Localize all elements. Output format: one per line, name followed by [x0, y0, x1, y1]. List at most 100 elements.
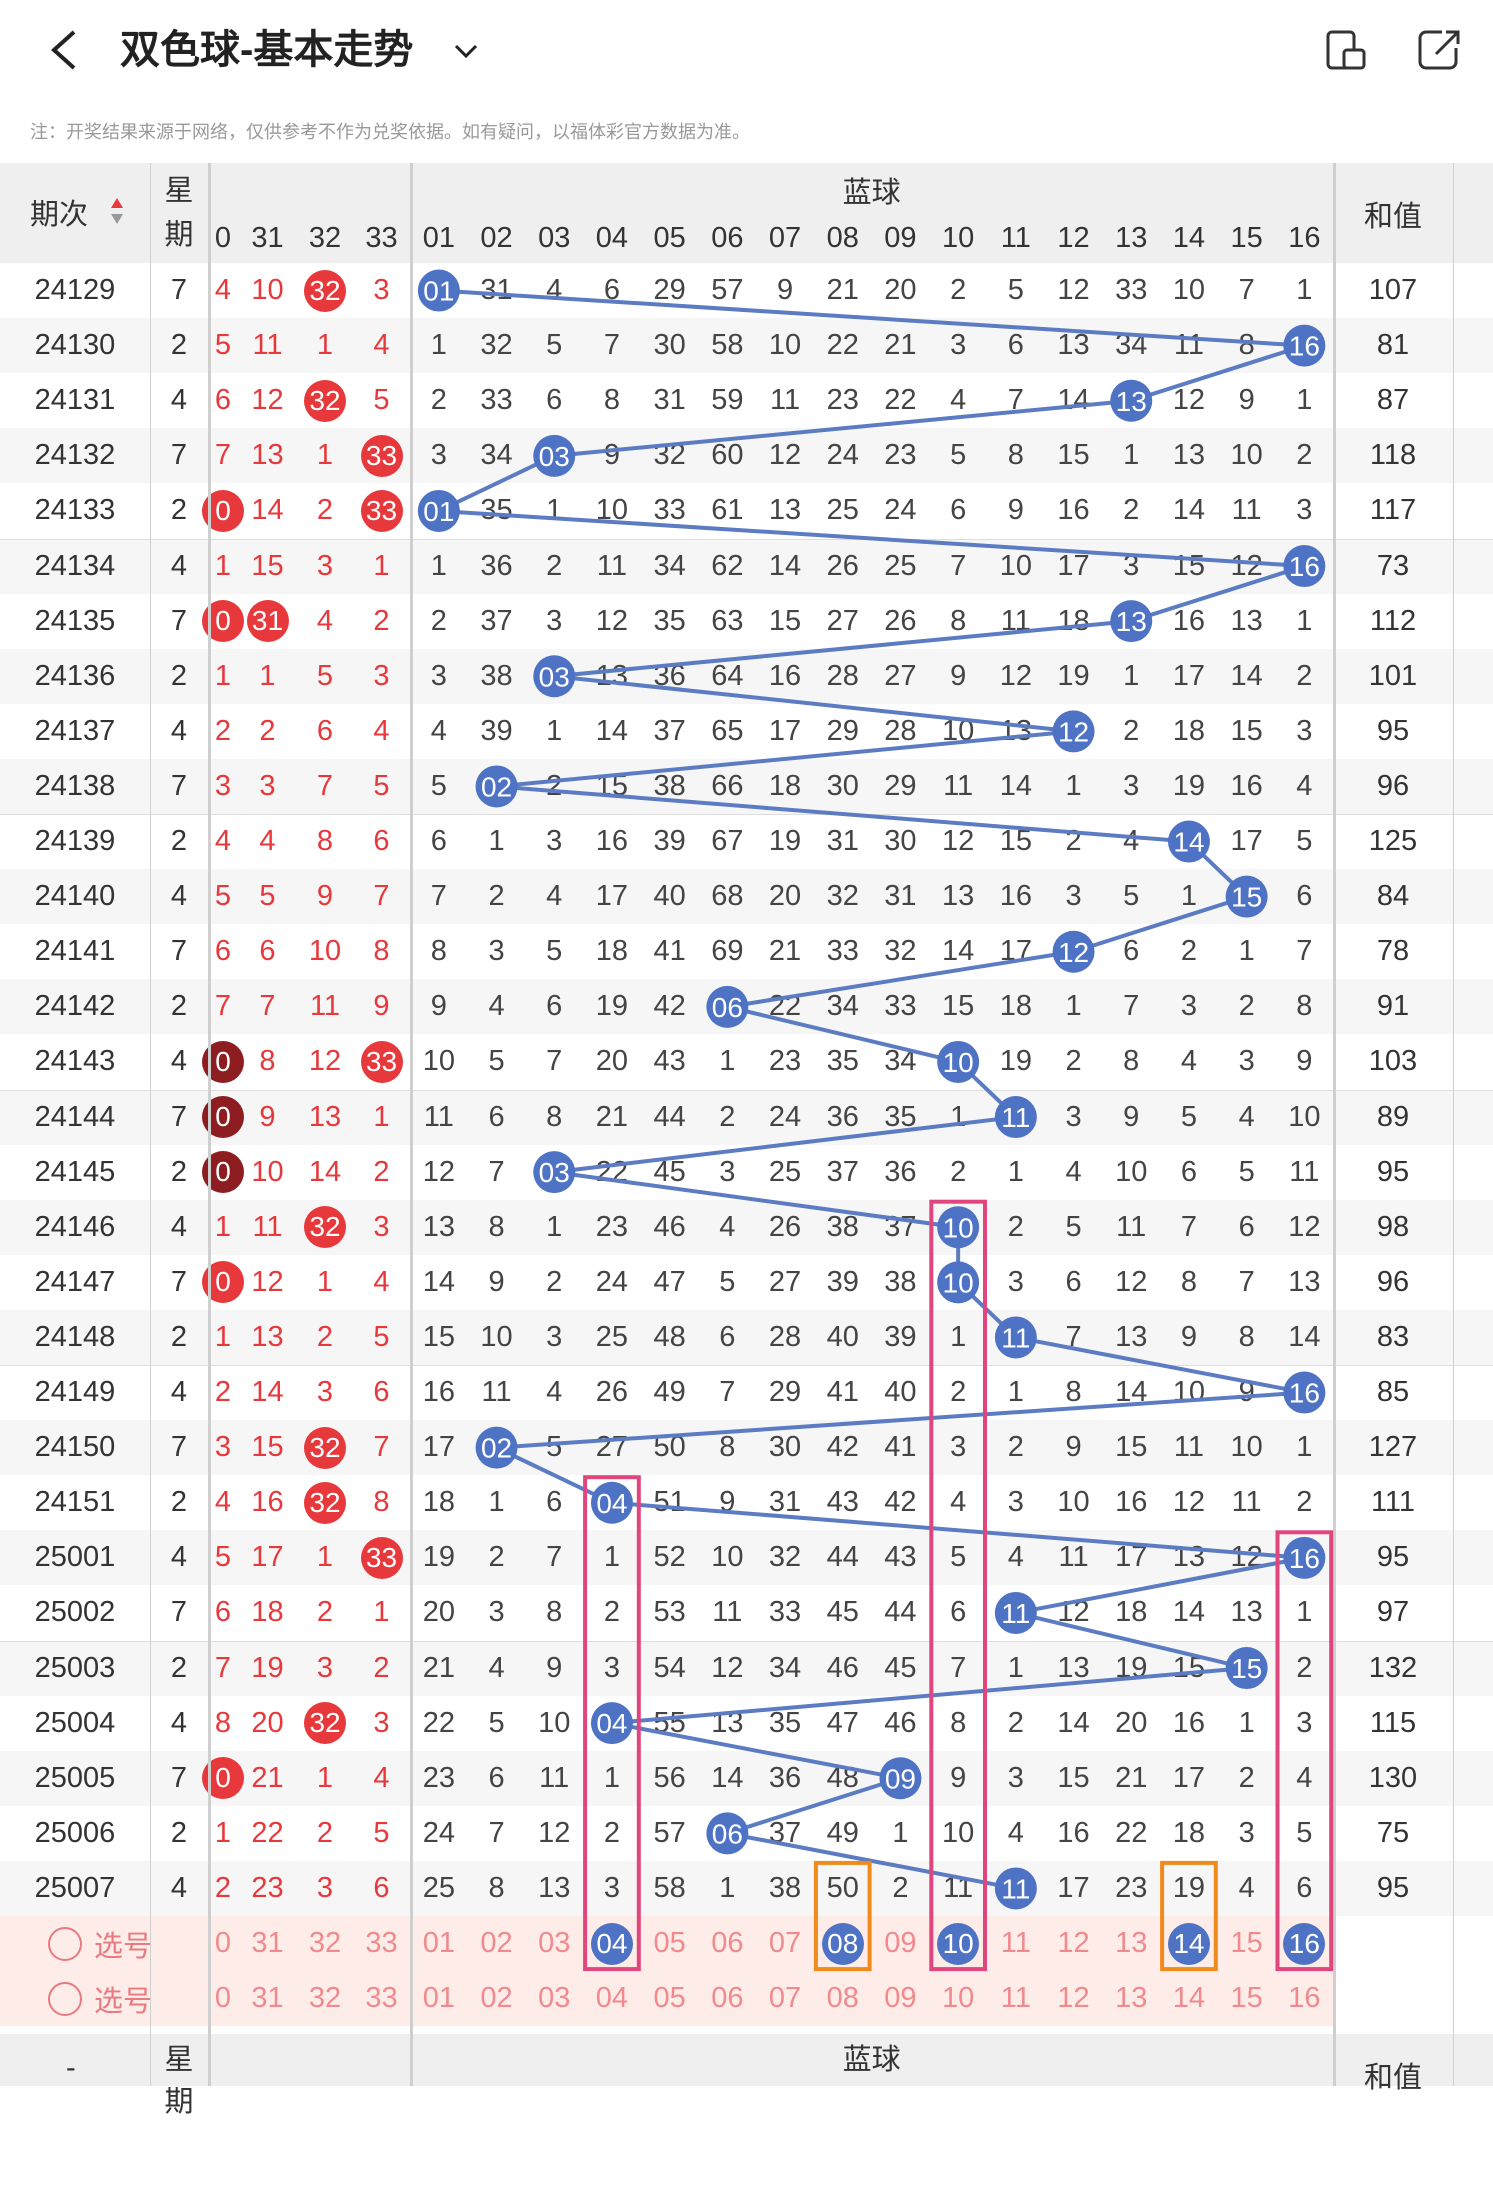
blue-miss-cell: 50 [826, 1871, 859, 1904]
blue-miss-cell: 6 [488, 1100, 505, 1133]
blue-miss-cell: 3 [546, 1320, 563, 1353]
red-miss-cell: 3 [214, 769, 232, 802]
pick-blue-cell[interactable]: 01 [422, 1927, 455, 1960]
table-row [0, 1585, 1493, 1641]
red-miss-cell: 7 [373, 1431, 390, 1464]
pick-blue-cell[interactable]: 12 [1057, 1927, 1090, 1960]
pick-blue-cell[interactable]: 10 [942, 1982, 975, 2015]
pick-blue-cell[interactable]: 16 [1288, 1982, 1321, 2015]
pick-blue-cell[interactable]: 07 [768, 1982, 802, 2015]
blue-miss-cell: 7 [1238, 1265, 1255, 1298]
pick-red-cell[interactable]: 0 [214, 1982, 232, 2015]
sum-cell: 95 [1376, 1541, 1410, 1574]
pick-blue-ball-selected[interactable]: 04 [590, 1922, 633, 1965]
pick-blue-cell[interactable]: 15 [1230, 1982, 1263, 2015]
pick-blue-cell[interactable]: 11 [1000, 1927, 1031, 1960]
blue-miss-cell: 9 [546, 1651, 563, 1684]
phone-landscape-icon[interactable] [1318, 22, 1374, 78]
pick-blue-cell[interactable]: 09 [884, 1927, 917, 1960]
pick-blue-cell[interactable]: 11 [1000, 1982, 1031, 2015]
pick-blue-cell[interactable]: 14 [1172, 1982, 1206, 2015]
blue-miss-cell: 4 [950, 1486, 967, 1519]
blue-miss-cell: 8 [719, 1431, 736, 1464]
pick-blue-ball-selected[interactable]: 16 [1283, 1922, 1326, 1965]
blue-miss-cell: 20 [595, 1045, 629, 1078]
pick-blue-cell[interactable]: 12 [1057, 1982, 1090, 2015]
pick-red-cell[interactable]: 32 [308, 1927, 342, 1960]
pick-blue-cell[interactable]: 04 [595, 1982, 629, 2015]
pick-blue-cell[interactable]: 03 [538, 1982, 571, 2015]
period-header[interactable]: 期次 [30, 199, 89, 231]
radio-circle-icon[interactable] [48, 1926, 82, 1961]
radio-circle-icon[interactable] [48, 1981, 82, 2016]
red-miss-cell: 6 [259, 935, 276, 968]
weekday-cell: 2 [170, 1320, 188, 1353]
pick-red-cell[interactable]: 32 [308, 1982, 342, 2015]
blue-miss-cell: 15 [422, 1320, 455, 1353]
blue-miss-cell: 22 [1115, 1816, 1148, 1849]
blue-miss-cell: 13 [768, 494, 802, 527]
blue-miss-cell: 15 [942, 990, 975, 1023]
period-cell: 24149 [34, 1376, 116, 1409]
blue-miss-cell: 12 [1115, 1265, 1148, 1298]
table-row [0, 1199, 1493, 1255]
blue-miss-cell: 23 [768, 1045, 802, 1078]
pick-blue-cell[interactable]: 07 [768, 1927, 802, 1960]
pick-blue-cell[interactable]: 13 [1115, 1927, 1148, 1960]
blue-miss-cell: 1 [546, 1210, 563, 1243]
blue-miss-cell: 3 [546, 604, 563, 637]
pick-red-cell[interactable]: 31 [251, 1982, 284, 2015]
share-icon[interactable] [1412, 22, 1468, 78]
pick-blue-cell[interactable]: 05 [653, 1982, 686, 2015]
pick-blue-cell[interactable]: 15 [1230, 1927, 1263, 1960]
pick-blue-cell[interactable]: 03 [538, 1927, 571, 1960]
pick-blue-cell[interactable]: 09 [884, 1982, 917, 2015]
pick-red-cell[interactable]: 33 [365, 1982, 398, 2015]
red-miss-cell: 13 [251, 439, 284, 472]
pick-blue-cell[interactable]: 08 [826, 1982, 859, 2015]
pick-blue-ball-selected[interactable]: 08 [821, 1922, 864, 1965]
pick-blue-cell[interactable]: 05 [653, 1927, 686, 1960]
blue-miss-cell: 26 [768, 1210, 802, 1243]
pick-blue-cell[interactable]: 02 [480, 1982, 513, 2015]
pick-red-cell[interactable]: 33 [365, 1927, 398, 1960]
blue-miss-cell: 25 [826, 494, 859, 527]
blue-ball-label: 13 [1116, 386, 1147, 417]
pick-blue-cell[interactable]: 06 [711, 1927, 744, 1960]
pick-row-label[interactable]: 选号 [48, 1971, 152, 2026]
blue-miss-cell: 19 [1172, 1871, 1206, 1904]
blue-ball-label: 06 [712, 1818, 743, 1849]
pick-row-label[interactable]: 选号 [48, 1916, 152, 1971]
blue-miss-cell: 5 [546, 1431, 563, 1464]
pick-blue-ball-selected[interactable]: 14 [1167, 1922, 1210, 1965]
blue-ball [590, 1702, 633, 1745]
chevron-left-icon[interactable] [40, 22, 90, 78]
table-row [0, 1309, 1493, 1365]
pick-red-cell[interactable]: 31 [251, 1927, 284, 1960]
pick-blue-cell[interactable]: 02 [480, 1927, 513, 1960]
red-miss-cell: 1 [214, 1320, 232, 1353]
pick-red-cell[interactable]: 0 [214, 1927, 232, 1960]
column-divider [150, 163, 151, 2086]
blue-miss-cell: 8 [603, 384, 620, 417]
red-miss-cell: 5 [373, 1816, 390, 1849]
blue-ball-label: 16 [1289, 1378, 1320, 1409]
blue-miss-cell: 3 [1296, 1706, 1313, 1739]
pick-blue-cell[interactable]: 13 [1115, 1982, 1148, 2015]
red-ball: 32 [304, 1481, 346, 1524]
period-cell: 24144 [34, 1100, 116, 1133]
red-miss-cell: 10 [251, 1155, 284, 1188]
blue-col-header: 04 [595, 221, 629, 254]
blue-miss-cell: 24 [768, 1100, 802, 1133]
blue-miss-cell: 21 [768, 935, 802, 968]
pick-blue-cell[interactable]: 06 [711, 1982, 744, 2015]
chevron-down-icon[interactable] [448, 30, 484, 70]
pick-blue-cell[interactable]: 01 [422, 1982, 455, 2015]
blue-miss-cell: 12 [422, 1155, 455, 1188]
period-cell: 24130 [34, 329, 116, 362]
blue-miss-cell: 3 [546, 825, 563, 858]
pick-blue-ball-selected[interactable]: 10 [937, 1922, 980, 1965]
blue-miss-cell: 36 [480, 549, 513, 582]
blue-miss-cell: 15 [1115, 1431, 1148, 1464]
sort-icon[interactable] [110, 196, 124, 226]
